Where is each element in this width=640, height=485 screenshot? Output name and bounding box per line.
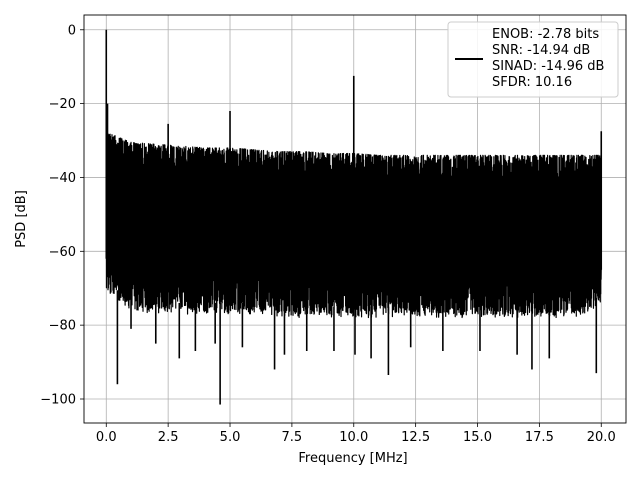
legend-line-sinad: SINAD: -14.96 dB: [492, 59, 604, 74]
x-axis-label: Frequency [MHz]: [298, 451, 407, 466]
y-axis-label: PSD [dB]: [14, 190, 29, 248]
x-axis: 0.0 2.5 5.0 7.5 10.0 12.5 15.0 17.5 20.0: [96, 423, 616, 445]
legend-line-enob: ENOB: -2.78 bits: [492, 27, 599, 42]
legend-box: [447, 21, 619, 98]
y-tick-label: −40: [49, 171, 76, 186]
legend-line-sfdr: SFDR: 10.16: [492, 75, 572, 90]
x-tick-label: 2.5: [158, 430, 179, 445]
y-tick-label: 0: [68, 23, 76, 38]
x-tick-label: 12.5: [401, 430, 430, 445]
psd-trace: [105, 29, 603, 405]
y-axis: 0 −20 −40 −60 −80 −100: [40, 23, 84, 408]
plot-frame: [83, 14, 627, 424]
y-tick-label: −100: [40, 393, 76, 408]
x-tick-label: 7.5: [282, 430, 303, 445]
legend-line-snr: SNR: -14.94 dB: [492, 43, 590, 58]
y-tick-label: −80: [49, 319, 76, 334]
x-tick-label: 15.0: [463, 430, 492, 445]
legend: ENOB: -2.78 bits SNR: -14.94 dB SINAD: -…: [447, 21, 619, 98]
x-tick-label: 10.0: [339, 430, 368, 445]
y-tick-label: −60: [49, 245, 76, 260]
x-tick-label: 0.0: [96, 430, 117, 445]
x-tick-label: 20.0: [587, 430, 616, 445]
x-tick-label: 17.5: [525, 430, 554, 445]
x-tick-label: 5.0: [220, 430, 241, 445]
y-tick-label: −20: [49, 97, 76, 112]
